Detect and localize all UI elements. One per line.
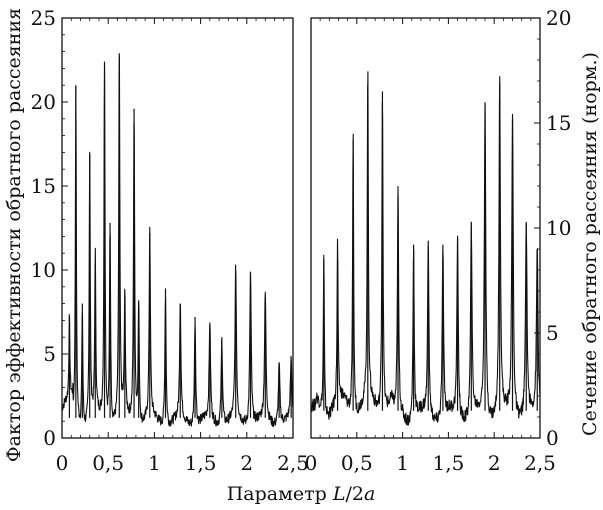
y-axis-title-right: Сечение обратного рассеяния (норм.) (579, 52, 601, 436)
x-tick-label: 1 (148, 451, 161, 475)
x-tick-label: 2,5 (277, 451, 309, 475)
x-tick-label: 1,5 (185, 451, 217, 475)
y-left-tick-label: 25 (31, 6, 56, 30)
right-panel-frame (310, 17, 541, 439)
y-axis-title-left: Фактор эффективности обратного рассеяния (3, 8, 25, 462)
series-lines (61, 53, 541, 427)
x-tick-label: 0 (305, 451, 318, 475)
y-right-tick-label: 0 (546, 426, 559, 450)
x-axis-title: Параметр L/2a (227, 483, 376, 505)
y-left-tick-label: 20 (31, 90, 56, 114)
x-tick-label: 2,5 (524, 451, 556, 475)
y-right-tick-label: 10 (546, 216, 571, 240)
x-tick-label: 1,5 (432, 451, 464, 475)
x-tick-label: 0,5 (341, 451, 373, 475)
y-right-tick-label: 5 (546, 321, 559, 345)
y-left-tick-label: 10 (31, 258, 56, 282)
x-tick-label: 2 (488, 451, 501, 475)
y-right-tick-label: 20 (546, 6, 571, 30)
x-tick-label: 0 (56, 451, 69, 475)
y-left-tick-label: 0 (43, 426, 56, 450)
left-series-line (61, 56, 294, 427)
y-left-tick-label: 5 (43, 342, 56, 366)
left-panel-frame (61, 17, 294, 439)
x-tick-label: 2 (240, 451, 253, 475)
y-right-tick-label: 15 (546, 111, 571, 135)
y-left-tick-label: 15 (31, 174, 56, 198)
axis-ticks (61, 17, 541, 439)
right-series-line (310, 71, 541, 426)
x-tick-label: 1 (396, 451, 409, 475)
x-tick-label: 0,5 (92, 451, 124, 475)
